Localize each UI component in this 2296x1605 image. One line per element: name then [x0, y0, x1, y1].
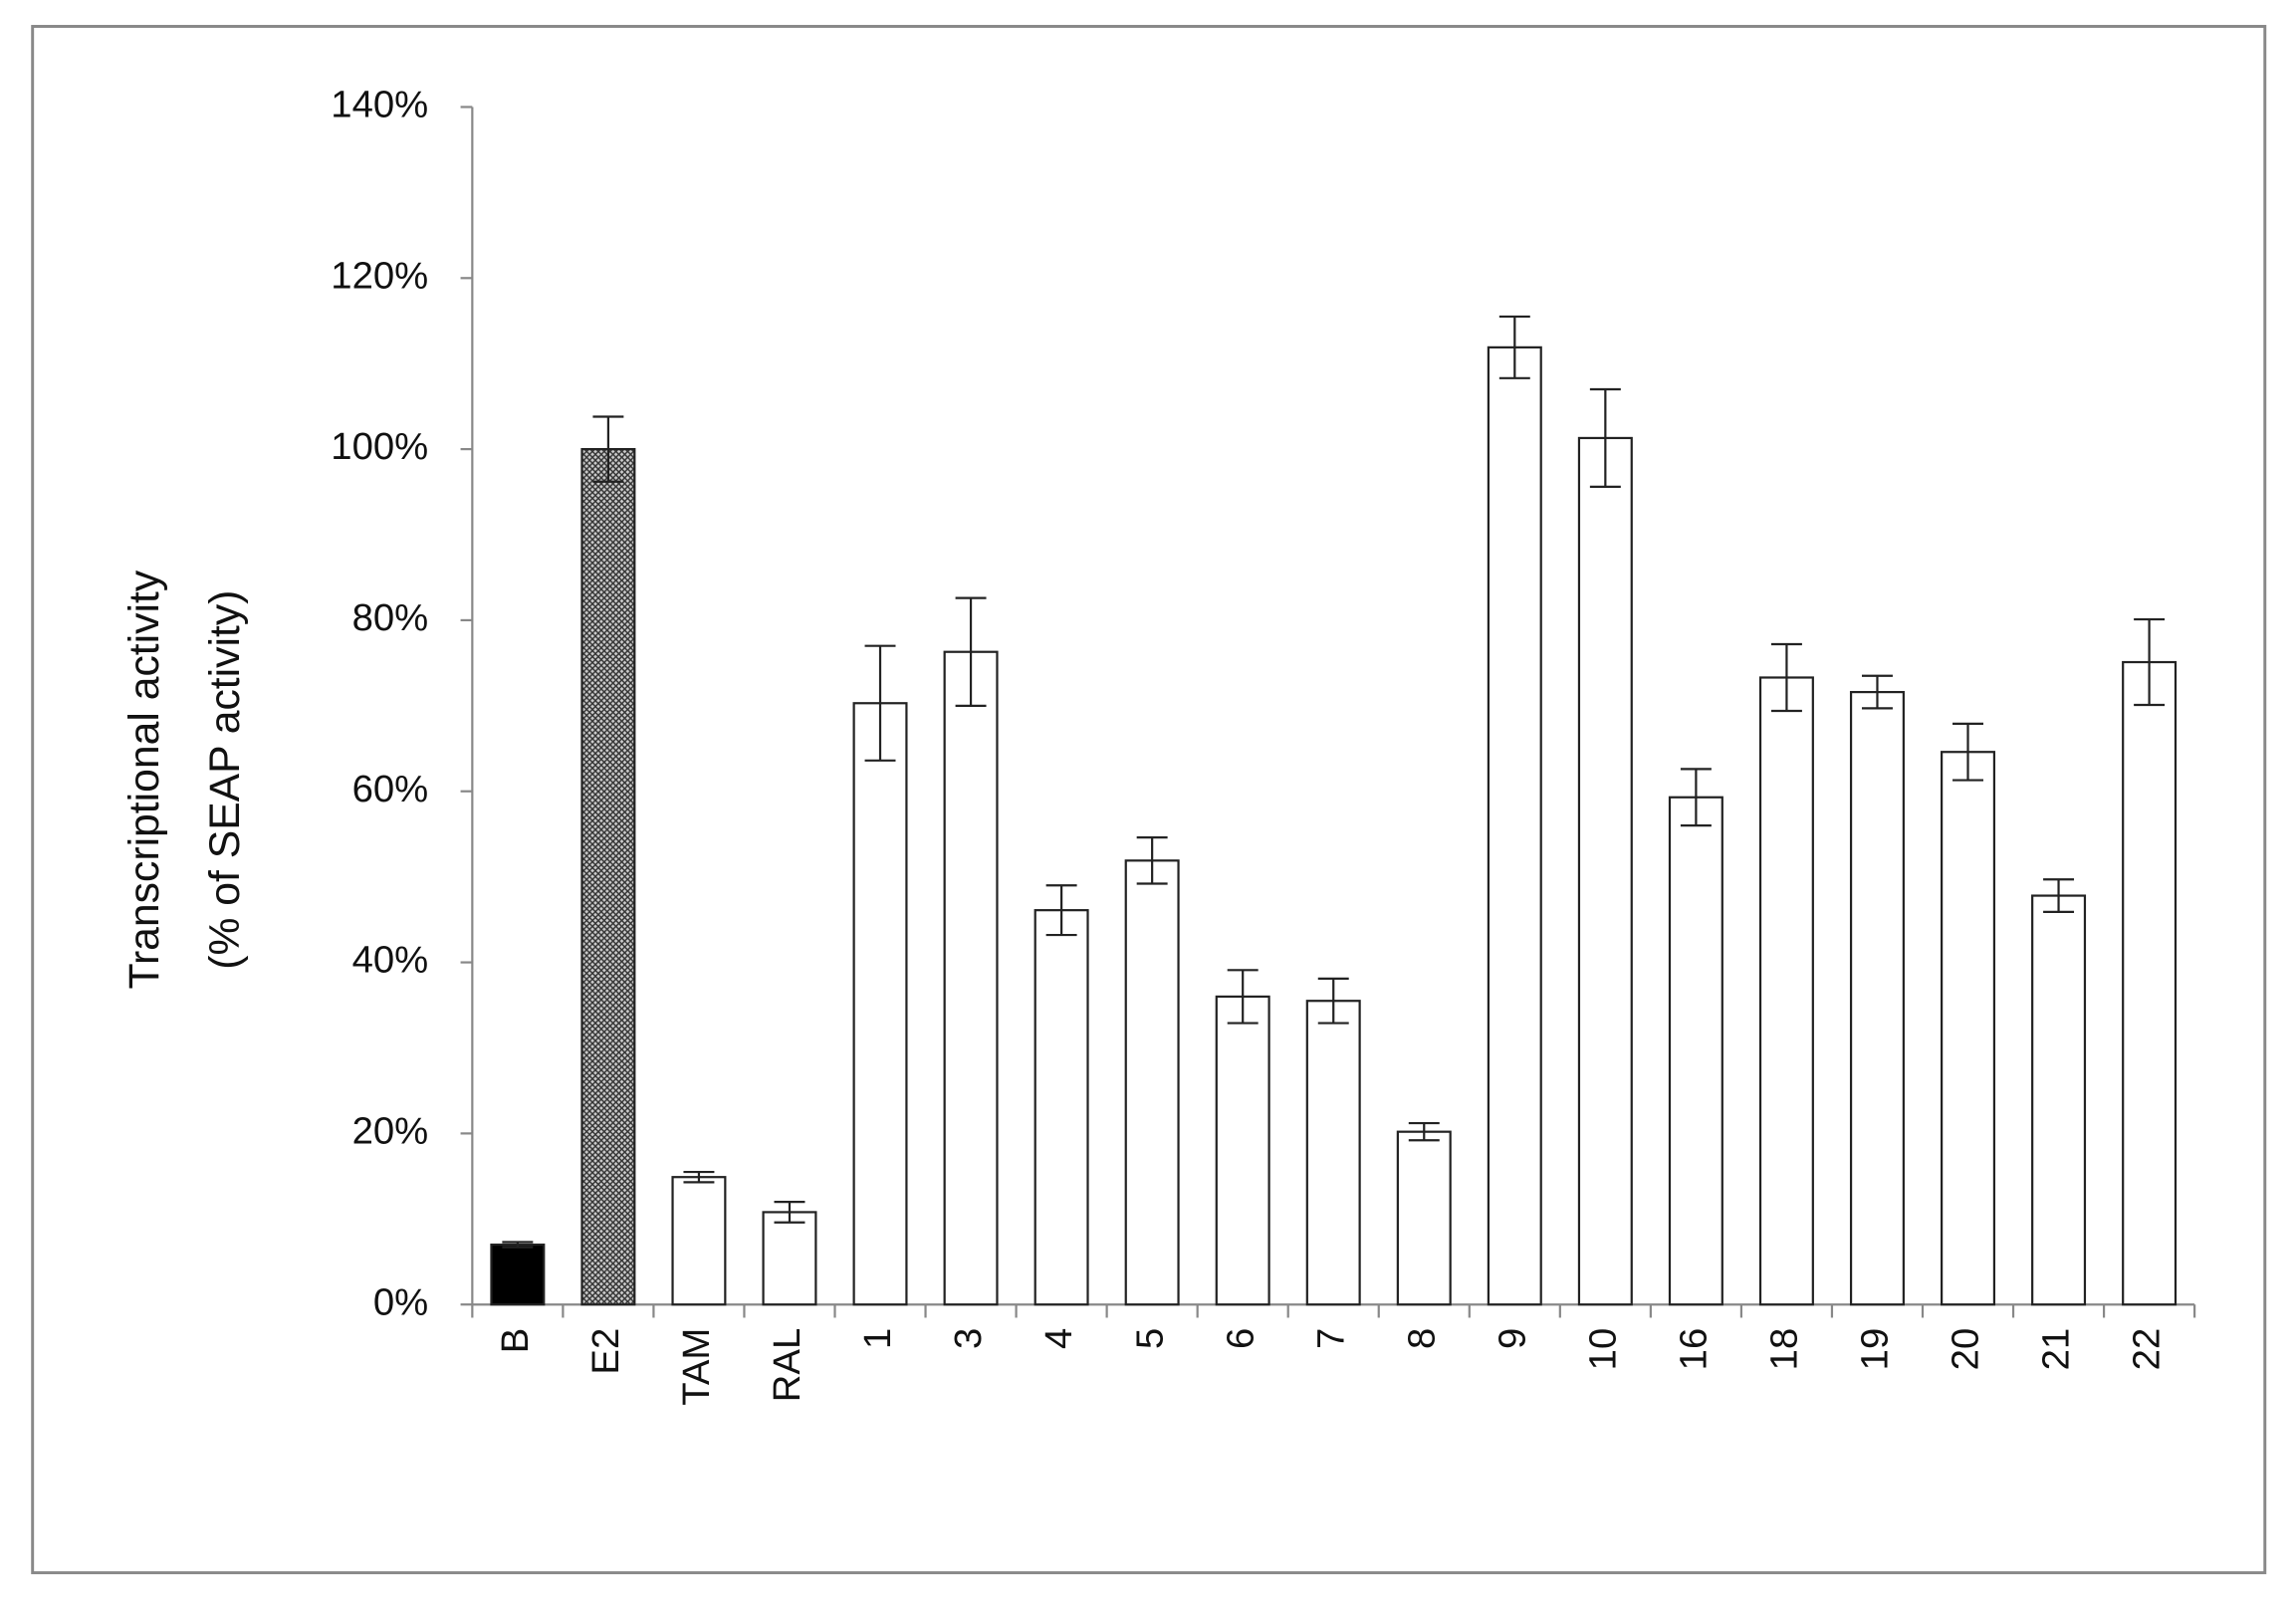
x-tick-label: E2 — [584, 1328, 627, 1375]
bar — [2122, 660, 2178, 1306]
y-tick-label: 100% — [331, 425, 428, 468]
bar — [1577, 436, 1633, 1306]
x-tick-label: 16 — [1672, 1328, 1715, 1371]
x-tick-label: RAL — [766, 1328, 808, 1402]
x-tick-label: 1 — [856, 1328, 899, 1349]
y-tick-label: 80% — [352, 596, 429, 639]
bar — [671, 1176, 727, 1306]
bar — [762, 1211, 817, 1306]
bar — [1124, 859, 1180, 1306]
x-tick-label: B — [494, 1328, 537, 1354]
y-tick-label: 20% — [352, 1109, 429, 1152]
y-tick-label: 140% — [331, 84, 428, 126]
y-tick-label: 40% — [352, 939, 429, 982]
x-tick-label: 5 — [1128, 1328, 1171, 1349]
x-tick-label: 6 — [1219, 1328, 1262, 1349]
x-tick-label: 10 — [1581, 1328, 1624, 1371]
bar — [490, 1243, 546, 1306]
x-tick-label: 4 — [1037, 1328, 1080, 1349]
bar — [1941, 751, 1996, 1306]
bar — [2031, 894, 2087, 1306]
bar — [1668, 796, 1723, 1306]
y-tick-label: 60% — [352, 768, 429, 810]
y-tick-label: 0% — [373, 1280, 428, 1323]
x-tick-label: 19 — [1854, 1328, 1897, 1371]
x-tick-label: 8 — [1400, 1328, 1443, 1349]
y-tick-label: 120% — [331, 254, 428, 297]
bar — [1849, 690, 1905, 1306]
x-tick-label: TAM — [675, 1328, 718, 1406]
x-tick-label: 18 — [1763, 1328, 1806, 1371]
bar — [1033, 909, 1089, 1306]
x-tick-label: 21 — [2035, 1328, 2078, 1371]
bar — [943, 650, 999, 1306]
y-axis-label: Transcriptional activity — [120, 570, 168, 989]
x-tick-label: 3 — [947, 1328, 990, 1349]
y-axis-label: (% of SEAP activity) — [201, 590, 249, 970]
bar — [1305, 1000, 1361, 1306]
bar — [1215, 995, 1270, 1306]
bar — [1396, 1130, 1452, 1306]
x-tick-label: 20 — [1945, 1328, 1987, 1371]
bar — [580, 448, 636, 1306]
x-tick-label: 7 — [1309, 1328, 1352, 1349]
x-tick-label: 22 — [2126, 1328, 2169, 1371]
bar — [1758, 676, 1814, 1306]
bar — [1487, 345, 1542, 1306]
x-tick-label: 9 — [1491, 1328, 1533, 1349]
bar — [852, 702, 908, 1306]
